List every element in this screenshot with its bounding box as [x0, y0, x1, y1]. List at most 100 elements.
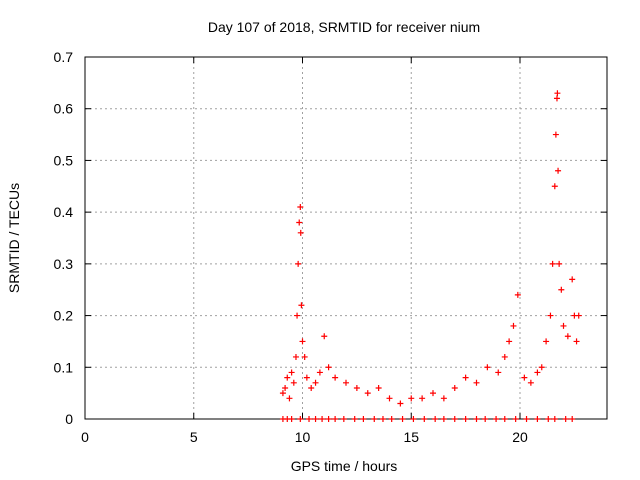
data-point: [298, 302, 305, 309]
data-point: [534, 369, 541, 376]
y-axis-label: SRMTID / TECUs: [6, 183, 22, 293]
data-point: [473, 416, 480, 422]
y-tick-label: 0.7: [54, 49, 74, 65]
data-point: [292, 353, 299, 360]
data-points: [279, 90, 582, 422]
y-tick-label: 0: [65, 411, 73, 427]
data-point: [558, 286, 565, 293]
data-point: [512, 416, 519, 422]
data-point: [332, 374, 339, 381]
data-point: [364, 390, 371, 397]
data-point: [360, 416, 367, 422]
data-point: [325, 364, 332, 371]
data-point: [473, 379, 480, 386]
data-point: [399, 416, 406, 422]
data-point: [332, 416, 339, 422]
data-point: [482, 416, 489, 422]
y-tick-label: 0.3: [54, 256, 74, 272]
y-tick-label: 0.6: [54, 101, 74, 117]
data-point: [545, 416, 552, 422]
data-point: [521, 374, 528, 381]
data-point: [421, 416, 428, 422]
data-point: [295, 260, 302, 267]
x-tick-label: 20: [512, 429, 528, 445]
data-point: [430, 390, 436, 397]
x-tick-label: 5: [190, 429, 198, 445]
data-point: [408, 395, 415, 402]
data-point: [451, 416, 458, 422]
data-point: [556, 260, 563, 267]
data-point: [321, 333, 328, 340]
data-point: [303, 374, 310, 381]
data-point: [432, 416, 439, 422]
y-tick-label: 0.2: [54, 308, 74, 324]
x-axis-label: GPS time / hours: [291, 458, 398, 474]
data-point: [294, 312, 301, 319]
data-point: [353, 384, 360, 391]
data-point: [501, 353, 508, 360]
data-point: [555, 167, 562, 174]
data-point: [386, 395, 393, 402]
data-point: [440, 395, 447, 402]
data-point: [410, 416, 417, 422]
data-point: [288, 369, 295, 376]
data-point: [440, 416, 447, 422]
x-tick-label: 10: [295, 429, 311, 445]
data-point: [388, 416, 395, 422]
y-tick-labels: 0 0.1 0.2 0.3 0.4 0.5 0.6 0.7: [54, 49, 74, 427]
data-point: [343, 379, 349, 386]
data-point: [279, 390, 286, 397]
data-point: [282, 384, 289, 391]
data-point: [560, 322, 567, 329]
grid: [85, 57, 607, 419]
data-point: [551, 183, 558, 190]
data-point: [493, 416, 500, 422]
data-point: [325, 416, 332, 422]
data-point: [451, 384, 458, 391]
data-point: [288, 416, 295, 422]
data-point: [301, 353, 308, 360]
data-point: [286, 395, 293, 402]
data-point: [306, 416, 313, 422]
data-point: [371, 416, 378, 422]
data-point: [379, 416, 386, 422]
data-point: [549, 260, 556, 267]
x-tick-label: 15: [403, 429, 419, 445]
data-point: [484, 364, 491, 371]
data-point: [575, 312, 582, 319]
data-point: [562, 416, 569, 422]
data-point: [375, 384, 382, 391]
y-tick-label: 0.5: [54, 152, 74, 168]
data-point: [284, 374, 291, 381]
data-point: [296, 219, 303, 226]
x-tick-label: 0: [81, 429, 89, 445]
data-point: [495, 369, 502, 376]
data-point: [308, 384, 315, 391]
data-point: [547, 312, 554, 319]
data-point: [340, 416, 347, 422]
plot-frame: [84, 56, 608, 420]
data-point: [312, 379, 319, 386]
data-point: [299, 338, 306, 345]
data-point: [534, 416, 541, 422]
data-point: [316, 369, 323, 376]
data-point: [569, 276, 576, 283]
data-point: [351, 416, 358, 422]
data-point: [527, 379, 534, 386]
data-point: [552, 131, 559, 138]
data-point: [397, 400, 404, 407]
data-point: [510, 322, 517, 329]
axis-ticks: [84, 56, 607, 420]
chart-title: Day 107 of 2018, SRMTID for receiver niu…: [208, 19, 480, 35]
data-point: [538, 364, 545, 371]
data-point: [312, 416, 319, 422]
data-point: [554, 90, 561, 97]
data-point: [506, 338, 513, 345]
data-point: [551, 416, 558, 422]
y-tick-label: 0.1: [54, 359, 74, 375]
y-tick-label: 0.4: [54, 204, 74, 220]
x-tick-labels: 0 5 10 15 20: [81, 429, 528, 445]
data-point: [569, 416, 576, 422]
data-point: [319, 416, 326, 422]
